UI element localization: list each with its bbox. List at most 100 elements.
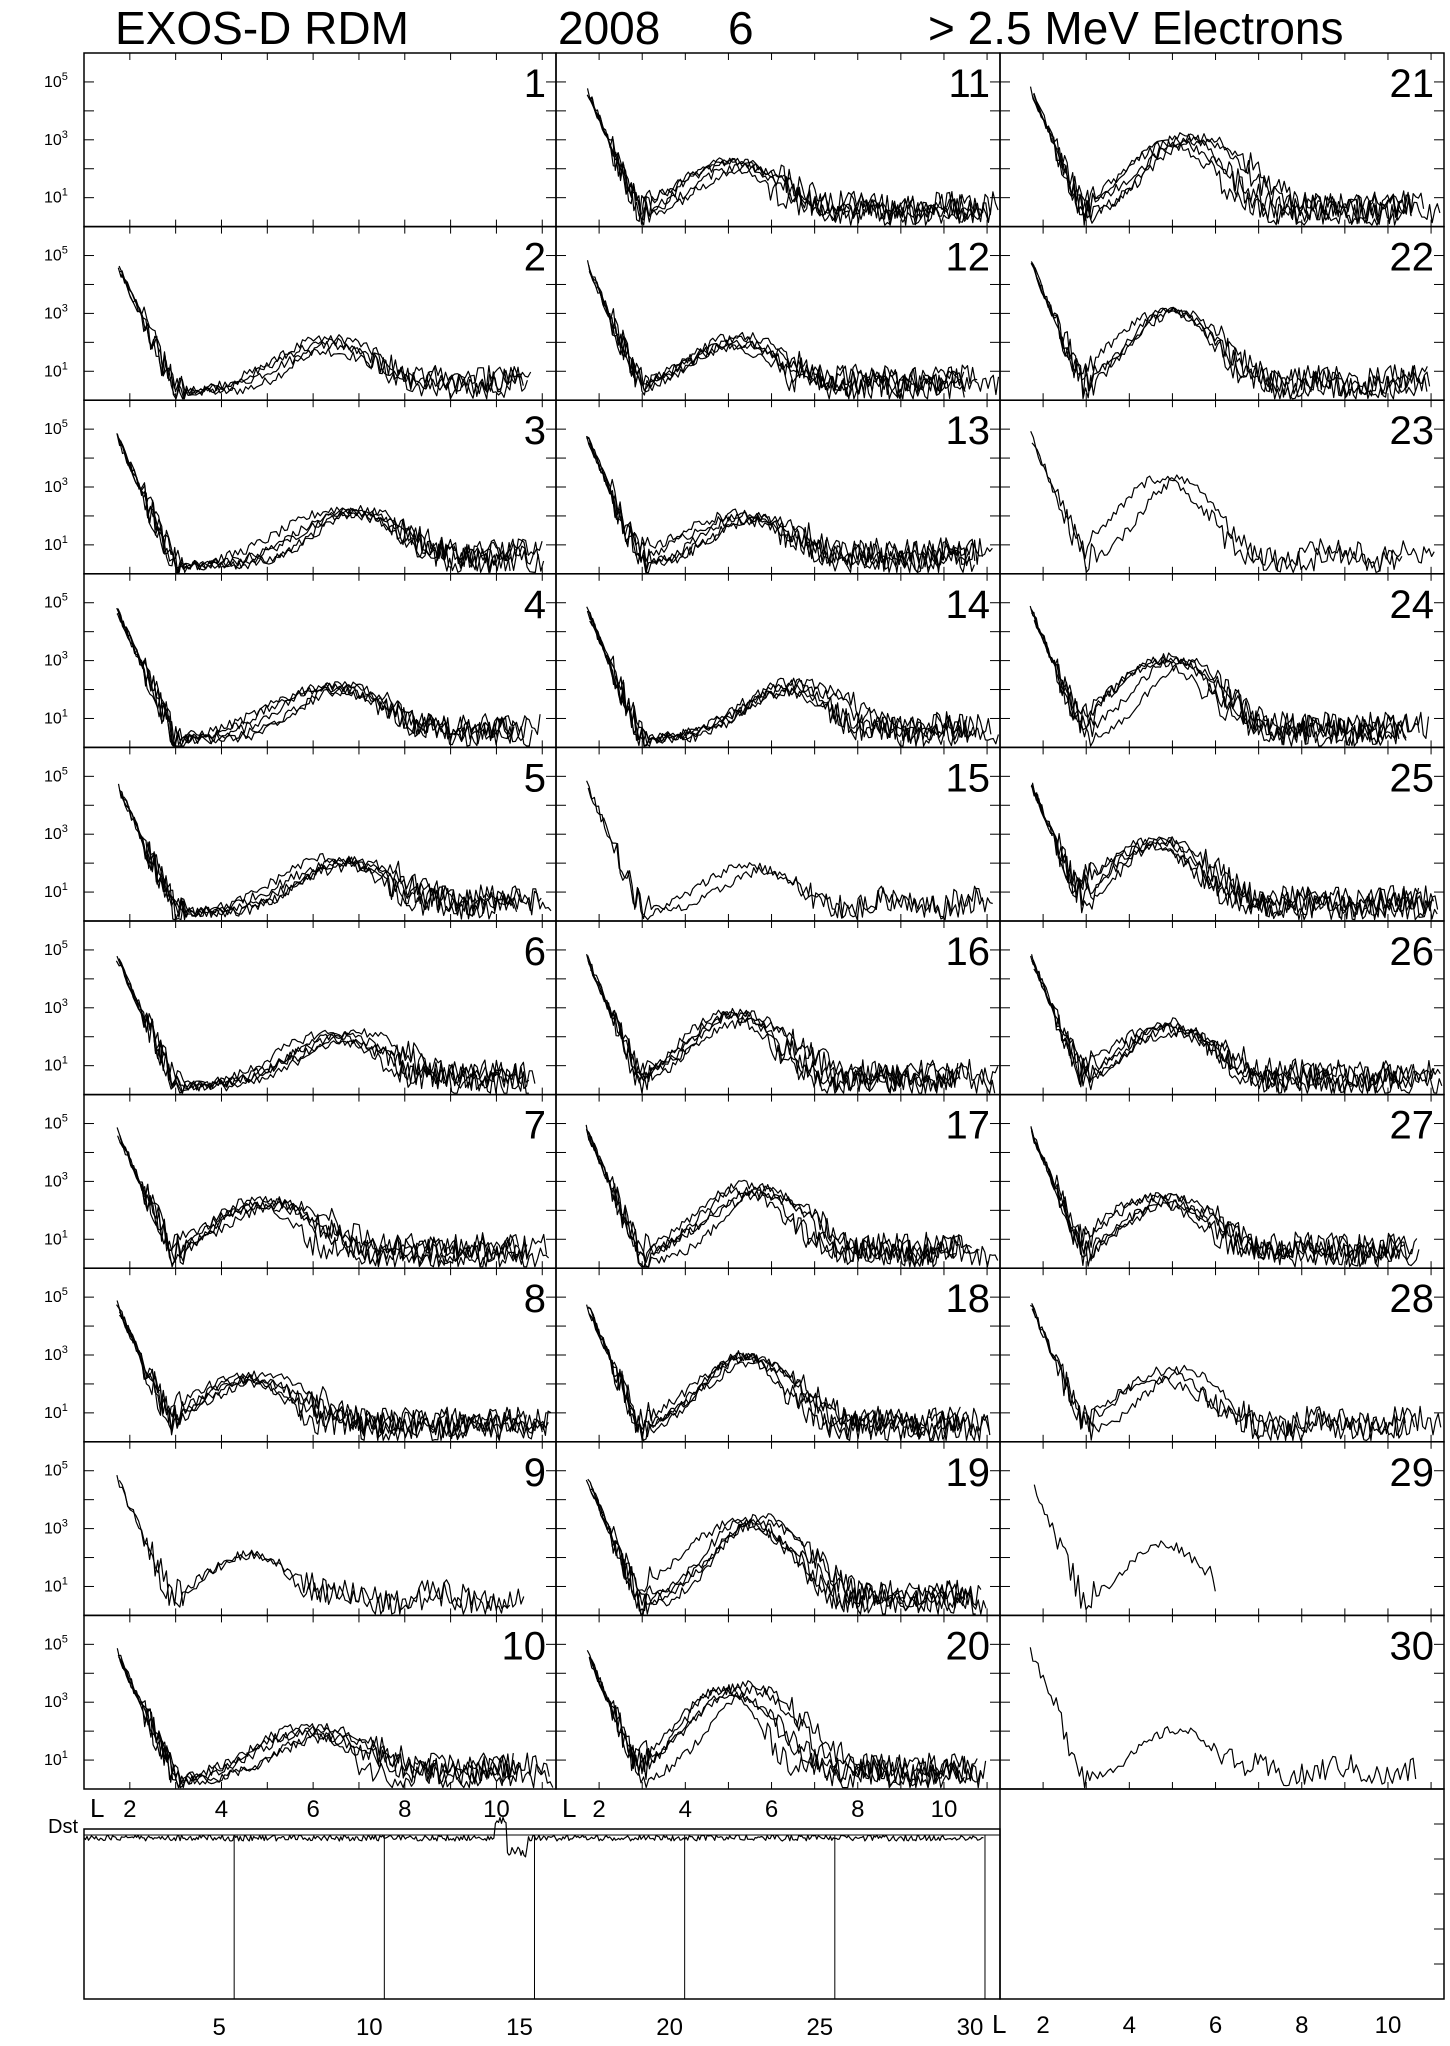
pass-trace xyxy=(116,611,533,747)
pass-trace xyxy=(1031,1129,1405,1267)
panel-day-number: 15 xyxy=(946,756,991,800)
pass-trace xyxy=(1033,1484,1216,1611)
pass-trace xyxy=(119,791,542,921)
pass-trace xyxy=(1030,955,1435,1094)
y-tick-label: 101 xyxy=(44,707,68,727)
panel-day-number: 30 xyxy=(1390,1624,1435,1668)
pass-trace xyxy=(1030,785,1438,921)
day-panel: 105 103 101 8 xyxy=(44,1267,557,1443)
pass-trace xyxy=(586,437,975,574)
day-panel: 27 xyxy=(999,1093,1445,1269)
panel-frame xyxy=(999,225,1445,401)
panel-frame xyxy=(555,1614,1001,1790)
pass-trace xyxy=(587,442,969,574)
pass-trace xyxy=(1030,262,1428,399)
pass-trace xyxy=(117,783,521,921)
day-panel: 23 xyxy=(999,399,1445,575)
y-tick-label: 101 xyxy=(44,534,68,554)
y-tick-label: 101 xyxy=(44,1228,68,1248)
day-panel: 105 103 101 9 xyxy=(44,1441,557,1617)
title-year: 2008 xyxy=(558,2,660,54)
title-mission: EXOS-D RDM xyxy=(115,2,409,54)
panel-frame xyxy=(555,746,1001,922)
pass-trace xyxy=(1030,1127,1400,1268)
pass-trace xyxy=(116,433,511,571)
pass-trace xyxy=(1031,954,1441,1094)
y-tick-label: 103 xyxy=(44,997,68,1017)
pass-trace xyxy=(119,964,522,1094)
panel-day-number: 13 xyxy=(946,409,991,453)
day-panel: 16 xyxy=(555,920,1001,1096)
x-tick-label: 2 xyxy=(592,1796,605,1823)
panel-day-number: 28 xyxy=(1390,1277,1435,1321)
pass-trace xyxy=(118,437,543,574)
pass-trace xyxy=(117,1135,548,1268)
pass-trace xyxy=(118,1314,549,1442)
pass-trace xyxy=(118,1307,543,1442)
y-tick-label: 103 xyxy=(44,476,68,496)
pass-trace xyxy=(589,1482,976,1615)
pass-trace xyxy=(117,1654,514,1789)
x-tick-label: 6 xyxy=(306,1796,319,1823)
title-month: 6 xyxy=(728,2,754,54)
panel-day-number: 7 xyxy=(524,1104,546,1148)
pass-trace xyxy=(589,269,1000,400)
dst-x-tick-label: 20 xyxy=(656,2014,683,2041)
panel-day-number: 29 xyxy=(1390,1451,1435,1495)
day-panel: 105 103 101 7 xyxy=(44,1093,557,1269)
panel-day-number: 23 xyxy=(1390,409,1435,453)
y-tick-label: 103 xyxy=(44,1344,68,1364)
dst-frame xyxy=(83,1828,1001,2000)
day-panel: 25 xyxy=(999,746,1445,922)
panel-day-number: 5 xyxy=(524,756,546,800)
empty-panel: L 2 4 6 8 10 xyxy=(992,1788,1445,2039)
pass-trace xyxy=(588,98,981,226)
pass-trace xyxy=(116,1648,514,1789)
day-panel: 105 103 101 3 xyxy=(44,399,557,575)
panel-day-number: 3 xyxy=(524,409,546,453)
panel-frame xyxy=(83,52,557,228)
day-panel: 13 xyxy=(555,399,1001,575)
pass-trace xyxy=(1032,97,1402,225)
panel-frame xyxy=(999,746,1445,922)
panel-frame xyxy=(999,920,1445,1096)
pass-trace xyxy=(586,435,993,574)
pass-trace xyxy=(589,615,961,746)
x-tick-label: 6 xyxy=(1209,2012,1222,2039)
day-panel: 30 xyxy=(999,1614,1445,1790)
panel-day-number: 25 xyxy=(1390,756,1435,800)
x-tick-label: 10 xyxy=(1375,2012,1402,2039)
pass-trace xyxy=(116,955,536,1091)
y-tick-label: 105 xyxy=(44,592,68,612)
panel-frame xyxy=(83,573,557,749)
pass-trace xyxy=(119,441,528,574)
x-tick-label: 8 xyxy=(1295,2012,1308,2039)
x-tick-label: 4 xyxy=(1123,2012,1136,2039)
y-tick-label: 101 xyxy=(44,360,68,380)
pass-trace xyxy=(1029,1304,1406,1442)
pass-trace xyxy=(120,793,518,916)
pass-trace xyxy=(117,1656,554,1789)
day-panel: 105 103 101 5 xyxy=(44,746,557,922)
y-tick-label: 101 xyxy=(44,1749,68,1769)
y-tick-label: 103 xyxy=(44,129,68,149)
pass-trace xyxy=(588,1656,965,1789)
pass-trace xyxy=(116,1304,552,1442)
panel-frame xyxy=(999,399,1445,575)
empty-frame xyxy=(999,1788,1445,2000)
x-axis-label: L xyxy=(90,1793,104,1823)
pass-trace xyxy=(589,620,999,747)
pass-trace xyxy=(119,1135,528,1268)
pass-trace xyxy=(586,1650,987,1789)
pass-trace xyxy=(118,789,552,920)
panel-day-number: 16 xyxy=(946,930,991,974)
panel-frame xyxy=(83,1093,557,1269)
panel-day-number: 26 xyxy=(1390,930,1435,974)
pass-trace xyxy=(585,1129,980,1268)
dst-x-tick-label: 15 xyxy=(506,2014,533,2041)
pass-trace xyxy=(117,608,515,747)
pass-trace xyxy=(586,1131,958,1268)
pass-trace xyxy=(587,1307,961,1442)
x-axis-label: L xyxy=(992,2009,1006,2039)
